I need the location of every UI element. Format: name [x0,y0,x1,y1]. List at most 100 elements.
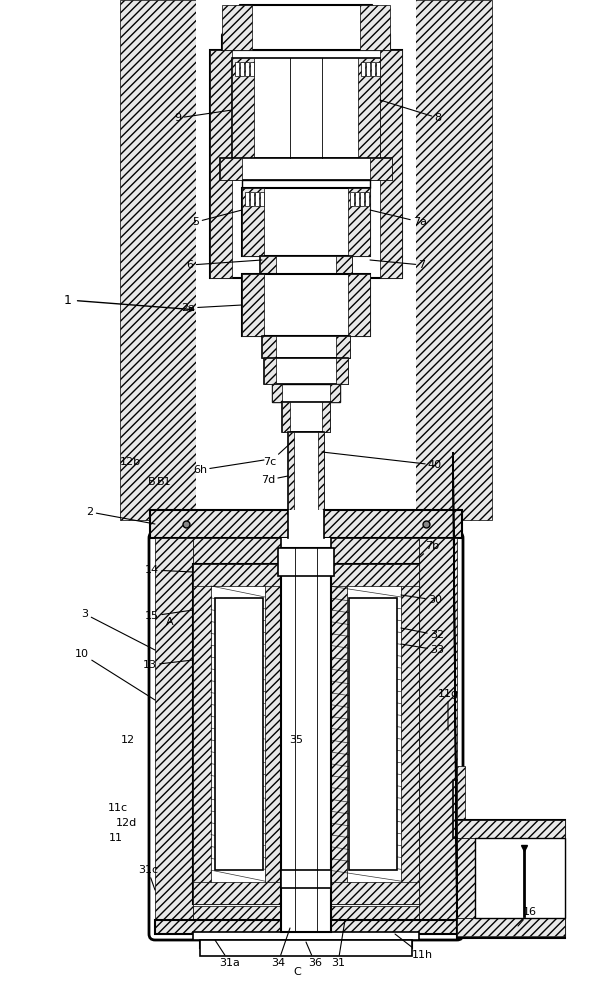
Bar [240,62,244,76]
Text: 3: 3 [81,609,155,650]
Text: 2a: 2a [181,303,242,313]
Bar [193,932,419,940]
Text: 34: 34 [271,928,290,968]
Bar [281,538,331,564]
FancyBboxPatch shape [149,532,463,940]
Bar [250,62,254,76]
Bar [457,820,565,938]
Bar [193,564,283,904]
Bar [282,402,290,432]
Bar [278,548,334,576]
Text: 35: 35 [289,735,303,745]
Bar [376,62,380,76]
Bar [232,58,380,158]
Text: B: B [148,477,156,487]
Bar [193,564,211,904]
Bar [361,62,365,76]
Text: 7a: 7a [370,210,427,227]
Bar [350,192,354,206]
Text: 12b: 12b [119,457,141,467]
Bar [262,336,350,358]
Text: 33: 33 [401,644,444,655]
Bar [196,0,416,520]
Text: 2: 2 [86,507,155,524]
Bar [242,188,370,256]
Bar [193,906,419,934]
Bar [260,256,276,274]
Text: 8: 8 [380,100,442,123]
Text: C: C [293,967,301,977]
Bar [245,62,249,76]
Bar [401,564,419,904]
Bar [288,510,324,538]
Text: 31a: 31a [215,940,241,968]
Text: 1: 1 [64,294,193,312]
Bar [329,882,419,904]
Bar [355,192,359,206]
Bar [232,58,254,158]
Bar [370,158,392,180]
Bar [329,564,419,904]
Text: 36: 36 [306,942,322,968]
Bar [265,564,283,904]
Bar [366,62,370,76]
Bar [371,62,375,76]
Polygon shape [222,5,390,50]
Bar [322,402,330,432]
Bar [349,598,397,870]
Bar [360,5,390,50]
Text: 16: 16 [518,907,537,926]
Bar [457,820,565,838]
Text: 7: 7 [370,260,425,270]
Bar [260,256,352,274]
Text: 30: 30 [401,595,442,605]
Text: 31: 31 [331,920,345,968]
Bar [242,180,370,188]
Bar [360,192,364,206]
Bar [260,192,264,206]
Bar [242,188,264,256]
Bar [419,538,457,934]
Text: 7c: 7c [263,440,294,467]
Bar [235,62,239,76]
Bar [262,336,276,358]
Bar [281,870,331,888]
Bar [288,432,324,514]
Text: 10: 10 [75,649,155,700]
Bar [380,50,402,278]
Text: 7b: 7b [419,541,439,558]
Bar [215,598,263,870]
Bar [282,402,330,432]
Text: 31c: 31c [138,865,158,890]
Bar [288,432,294,514]
Bar [318,432,324,514]
Bar [281,548,331,932]
Bar [193,564,283,586]
Bar [288,906,324,934]
Bar [255,192,259,206]
Bar [348,188,370,256]
Bar [336,336,350,358]
Text: 32: 32 [401,628,444,640]
Text: 5: 5 [193,210,242,227]
Text: 11: 11 [109,833,123,843]
Text: 12d: 12d [116,818,136,828]
Bar [348,274,370,336]
Text: 11c: 11c [108,803,128,813]
Bar [120,0,492,520]
Bar [220,158,392,180]
Bar [272,384,340,402]
Bar [210,50,232,278]
Bar [457,766,465,924]
Bar [365,192,369,206]
Bar [222,5,252,50]
Text: 13: 13 [143,660,193,670]
Bar [264,358,276,384]
Bar [250,192,254,206]
Text: 6h: 6h [193,460,264,475]
Bar [264,358,348,384]
Bar [193,882,283,904]
Bar [200,934,412,948]
Bar [475,838,565,918]
Text: 11h: 11h [395,934,433,960]
